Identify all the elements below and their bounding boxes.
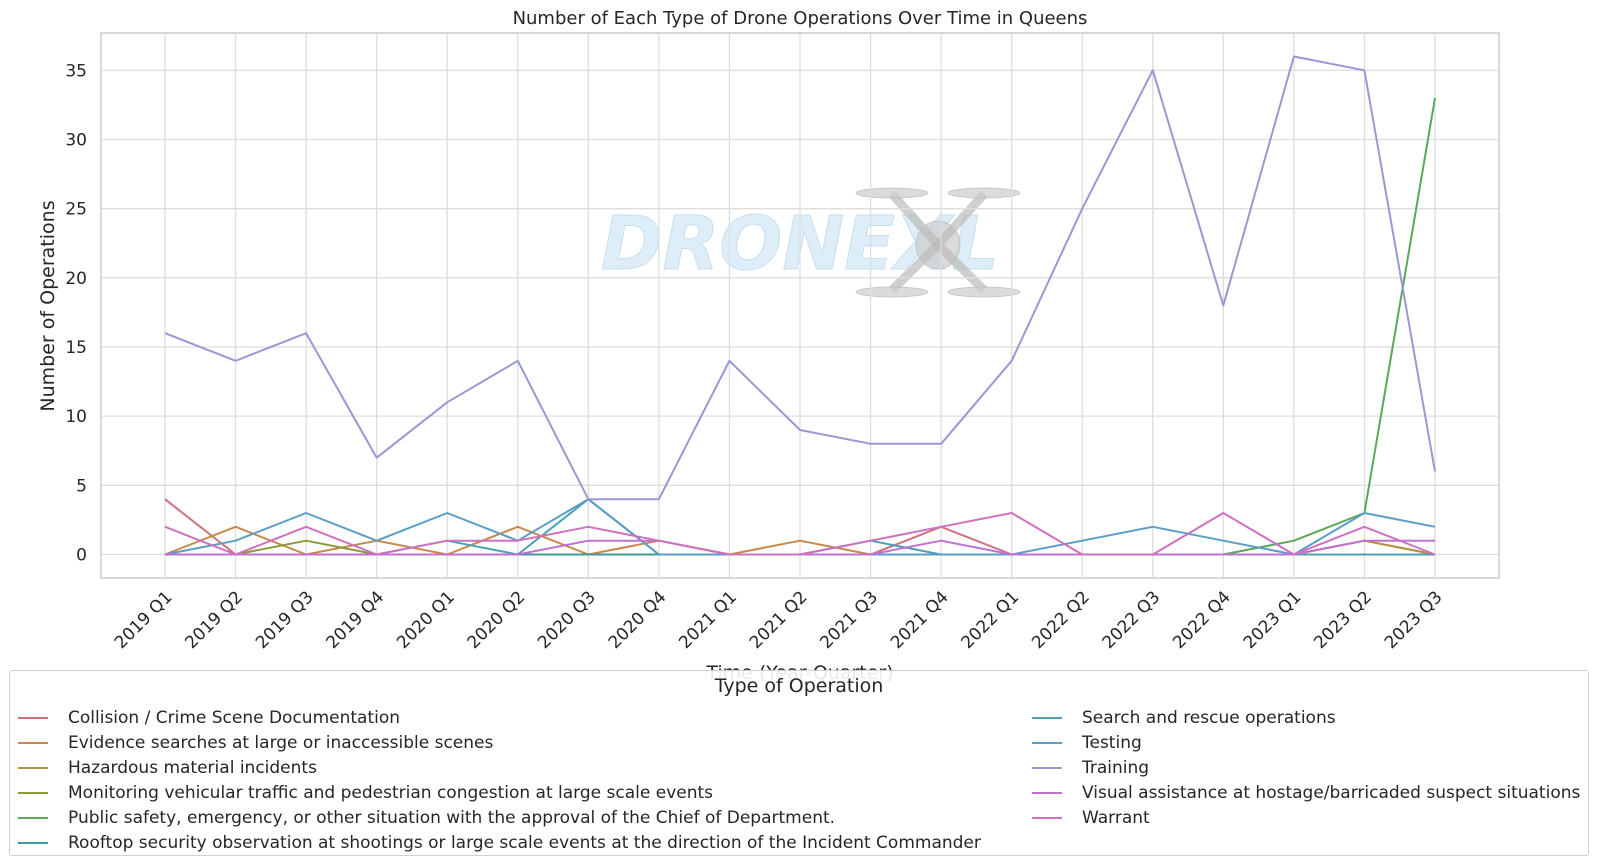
legend-swatch: [18, 791, 48, 794]
legend-column-left: Collision / Crime Scene Documentation Evi…: [18, 705, 981, 855]
legend: Type of Operation Collision / Crime Scen…: [9, 670, 1589, 856]
x-tick-label: 2021 Q1: [675, 587, 741, 653]
x-tick-label: 2023 Q3: [1381, 587, 1447, 653]
x-tick-label: 2020 Q3: [534, 587, 600, 653]
legend-item: Evidence searches at large or inaccessib…: [18, 730, 981, 755]
x-tick-label: 2021 Q3: [816, 587, 882, 653]
legend-swatch: [1032, 791, 1062, 794]
plot-area: [100, 32, 1500, 579]
legend-swatch: [18, 741, 48, 744]
legend-item: Search and rescue operations: [1032, 705, 1580, 730]
y-tick-label: 5: [76, 476, 87, 496]
legend-item: Collision / Crime Scene Documentation: [18, 705, 981, 730]
x-tick-label: 2022 Q1: [958, 587, 1024, 653]
y-tick-label: 25: [65, 200, 87, 220]
x-tick-label: 2023 Q1: [1240, 587, 1306, 653]
x-tick-label: 2019 Q1: [111, 587, 177, 653]
x-tick-label: 2023 Q2: [1310, 587, 1376, 653]
x-tick-label: 2022 Q3: [1099, 587, 1165, 653]
x-tick-label: 2020 Q1: [393, 587, 459, 653]
legend-swatch: [18, 841, 48, 844]
x-tick-label: 2020 Q4: [605, 587, 671, 653]
legend-label: Hazardous material incidents: [68, 757, 317, 778]
legend-swatch: [1032, 816, 1062, 819]
legend-swatch: [18, 716, 48, 719]
legend-swatch: [1032, 766, 1062, 769]
legend-item: Hazardous material incidents: [18, 755, 981, 780]
legend-label: Warrant: [1082, 807, 1150, 828]
y-tick-label: 15: [65, 338, 87, 358]
legend-label: Evidence searches at large or inaccessib…: [68, 732, 494, 753]
legend-label: Collision / Crime Scene Documentation: [68, 707, 401, 728]
legend-swatch: [18, 816, 48, 819]
x-tick-label: 2019 Q3: [252, 587, 318, 653]
x-tick-label: 2022 Q4: [1169, 587, 1235, 653]
y-tick-label: 10: [65, 407, 87, 427]
x-tick-label: 2019 Q2: [181, 587, 247, 653]
legend-swatch: [1032, 741, 1062, 744]
y-tick-label: 30: [65, 131, 87, 151]
x-tick-label: 2022 Q2: [1028, 587, 1094, 653]
x-tick-label: 2020 Q2: [464, 587, 530, 653]
x-tick-label: 2021 Q2: [746, 587, 812, 653]
legend-label: Search and rescue operations: [1082, 707, 1336, 728]
drone-icon: [855, 187, 1021, 298]
legend-label: Visual assistance at hostage/barricaded …: [1082, 782, 1581, 803]
legend-column-right: Search and rescue operations Testing Train…: [1032, 705, 1580, 830]
y-tick-label: 0: [76, 545, 87, 565]
y-axis-label: Number of Operations: [37, 200, 59, 411]
legend-label: Rooftop security observation at shooting…: [68, 832, 981, 853]
legend-item: Training: [1032, 755, 1580, 780]
legend-label: Monitoring vehicular traffic and pedestr…: [68, 782, 714, 803]
watermark-logo: DRONEXL: [600, 187, 1021, 298]
series-line: [164, 55, 1436, 501]
x-tick-label: 2021 Q4: [887, 587, 953, 653]
legend-swatch: [1032, 716, 1062, 719]
chart-title: Number of Each Type of Drone Operations …: [513, 8, 1088, 29]
y-tick-label: 35: [65, 61, 87, 81]
legend-title: Type of Operation: [714, 675, 884, 697]
x-tick-label: 2019 Q4: [323, 587, 389, 653]
legend-item: Public safety, emergency, or other situa…: [18, 805, 981, 830]
legend-item: Warrant: [1032, 805, 1580, 830]
y-tick-label: 20: [65, 269, 87, 289]
legend-item: Testing: [1032, 730, 1580, 755]
legend-label: Training: [1082, 757, 1150, 778]
legend-item: Visual assistance at hostage/barricaded …: [1032, 780, 1580, 805]
legend-label: Testing: [1082, 732, 1142, 753]
series-line: [164, 512, 1436, 556]
legend-label: Public safety, emergency, or other situa…: [68, 807, 836, 828]
legend-item: Monitoring vehicular traffic and pedestr…: [18, 780, 981, 805]
legend-swatch: [18, 766, 48, 769]
legend-item: Rooftop security observation at shooting…: [18, 830, 981, 855]
